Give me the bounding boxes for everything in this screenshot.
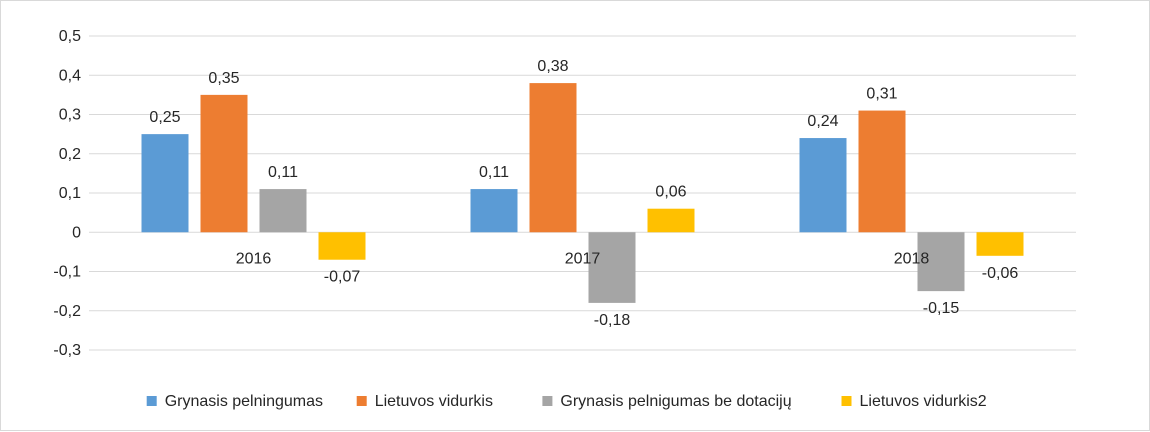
legend-label: Lietuvos vidurkis [375, 393, 493, 410]
legend-label: Grynasis pelningumas [165, 393, 323, 410]
legend-swatch [841, 396, 852, 406]
bar [917, 232, 965, 292]
category-label: 2016 [236, 250, 272, 267]
y-tick-label: 0 [72, 224, 81, 241]
data-label: 0,11 [479, 164, 509, 181]
data-label: 0,38 [537, 58, 568, 75]
data-label: 0,11 [268, 164, 298, 181]
data-label: -0,15 [923, 300, 960, 317]
category-label: 2018 [894, 250, 930, 267]
data-label: -0,18 [594, 312, 631, 329]
data-label: 0,24 [807, 113, 838, 130]
bar [976, 232, 1024, 256]
data-label: 0,31 [866, 86, 897, 103]
y-tick-label: 0,2 [59, 146, 81, 163]
data-label: -0,06 [982, 265, 1019, 282]
legend-swatch [542, 396, 553, 406]
category-label: 2017 [565, 250, 601, 267]
y-tick-label: -0,1 [53, 264, 81, 281]
bar [799, 138, 847, 233]
bar [529, 83, 577, 233]
y-tick-label: -0,2 [53, 303, 81, 320]
bar [858, 110, 906, 233]
y-tick-label: 0,4 [59, 67, 81, 84]
bar [141, 134, 189, 233]
data-label: 0,06 [655, 184, 686, 201]
legend-label: Grynasis pelnigumas be dotacijų [560, 393, 791, 410]
legend-swatch [146, 396, 157, 406]
data-label: -0,07 [324, 269, 361, 286]
bar [470, 189, 518, 233]
data-label: 0,25 [149, 109, 180, 126]
bar [647, 208, 695, 233]
y-tick-label: 0,5 [59, 28, 81, 45]
bar [318, 232, 366, 260]
y-tick-label: -0,3 [53, 342, 81, 359]
legend-swatch [356, 396, 367, 406]
y-tick-label: 0,3 [59, 107, 81, 124]
bar [200, 94, 248, 233]
data-label: 0,35 [208, 70, 239, 87]
bar [259, 189, 307, 233]
bar [588, 232, 636, 303]
legend-label: Lietuvos vidurkis2 [860, 393, 987, 410]
y-tick-label: 0,1 [59, 185, 81, 202]
